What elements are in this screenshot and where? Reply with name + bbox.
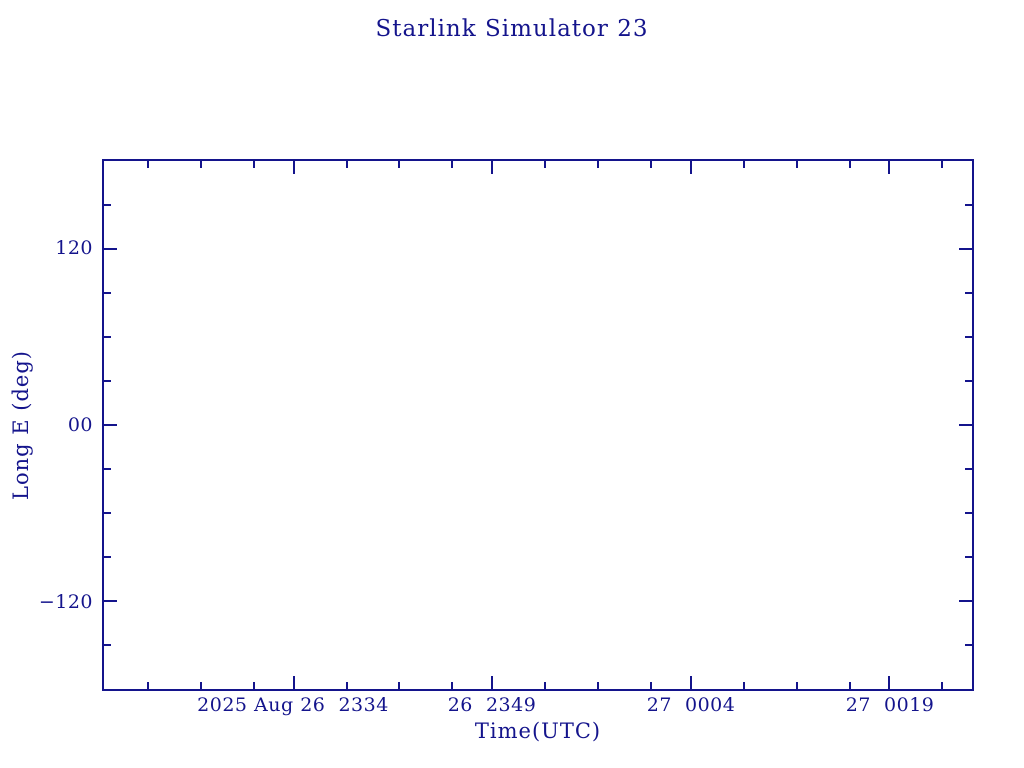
x-minor-tick-top (941, 161, 944, 168)
x-minor-tick-top (742, 161, 745, 168)
chart-title: Starlink Simulator 23 (375, 16, 649, 42)
y-minor-tick-right (965, 512, 972, 514)
y-major-tick (104, 424, 117, 426)
x-major-tick-top (292, 161, 295, 174)
y-minor-tick (104, 380, 111, 382)
y-minor-tick-right (965, 204, 972, 206)
x-minor-tick-top (199, 161, 202, 168)
x-major-tick (888, 676, 891, 689)
x-major-tick (689, 676, 692, 689)
y-major-tick (104, 600, 117, 602)
x-minor-tick-top (345, 161, 348, 168)
x-major-tick-top (491, 161, 494, 174)
y-major-tick-right (959, 424, 972, 426)
y-minor-tick (104, 468, 111, 470)
x-minor-tick-top (848, 161, 851, 168)
x-major-tick (292, 676, 295, 689)
x-minor-tick-top (252, 161, 255, 168)
y-minor-tick-right (965, 468, 972, 470)
x-major-tick (491, 676, 494, 689)
y-axis-title: Long E (deg) (9, 350, 33, 500)
y-minor-tick-right (965, 336, 972, 338)
y-tick-label: −120 (38, 590, 93, 613)
y-tick-label: 00 (67, 414, 93, 436)
y-minor-tick (104, 512, 111, 514)
x-minor-tick-top (597, 161, 600, 168)
x-minor-tick (742, 682, 745, 689)
y-minor-tick (104, 556, 111, 558)
x-tick-label: 27 0004 (646, 694, 736, 716)
x-minor-tick-top (795, 161, 798, 168)
y-tick-label: 120 (55, 237, 93, 260)
x-minor-tick (597, 682, 600, 689)
y-minor-tick-right (965, 556, 972, 558)
x-minor-tick-top (398, 161, 401, 168)
x-minor-tick (941, 682, 944, 689)
y-minor-tick-right (965, 380, 972, 382)
y-major-tick-right (959, 600, 972, 602)
x-minor-tick (649, 682, 652, 689)
y-minor-tick-right (965, 292, 972, 294)
x-minor-tick-top (544, 161, 547, 168)
x-tick-label: 27 0019 (845, 694, 935, 716)
plot-area (102, 159, 974, 691)
y-minor-tick (104, 292, 111, 294)
y-minor-tick (104, 204, 111, 206)
x-minor-tick (795, 682, 798, 689)
x-tick-label: 2025 Aug 26 2334 (197, 694, 389, 716)
y-minor-tick (104, 336, 111, 338)
x-minor-tick (848, 682, 851, 689)
x-major-tick-top (689, 161, 692, 174)
x-axis-title: Time(UTC) (474, 719, 602, 743)
x-minor-tick (544, 682, 547, 689)
x-tick-label: 26 2349 (447, 694, 537, 716)
x-minor-tick (252, 682, 255, 689)
x-minor-tick (199, 682, 202, 689)
y-major-tick (104, 248, 117, 250)
y-minor-tick (104, 644, 111, 646)
x-minor-tick (146, 682, 149, 689)
x-minor-tick-top (451, 161, 454, 168)
x-minor-tick (451, 682, 454, 689)
x-minor-tick-top (146, 161, 149, 168)
x-minor-tick (345, 682, 348, 689)
y-major-tick-right (959, 248, 972, 250)
y-minor-tick-right (965, 644, 972, 646)
x-minor-tick-top (649, 161, 652, 168)
x-major-tick-top (888, 161, 891, 174)
x-minor-tick (398, 682, 401, 689)
